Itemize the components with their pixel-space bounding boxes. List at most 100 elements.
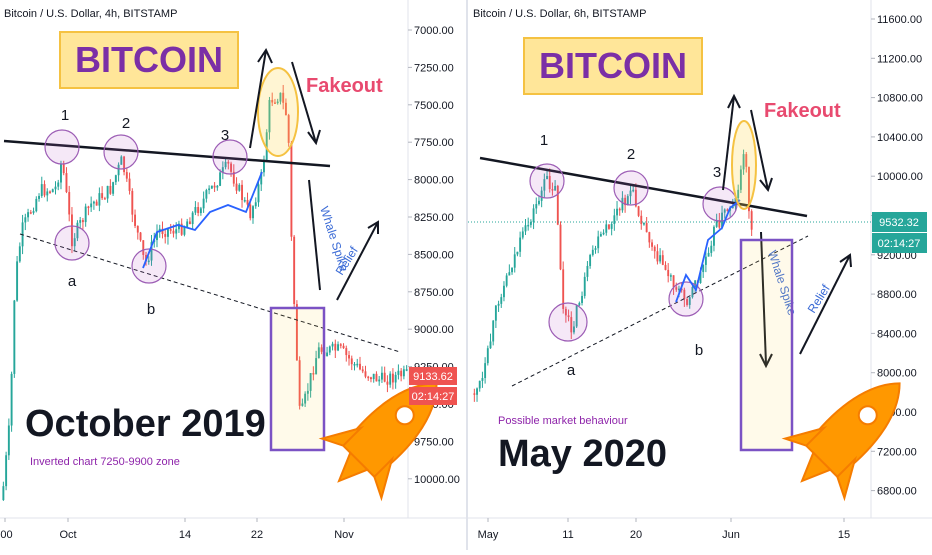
candle-body	[713, 226, 715, 246]
candle-body	[739, 169, 742, 190]
candle-body	[546, 175, 548, 180]
candle-body	[380, 372, 383, 380]
candle-body	[562, 269, 565, 309]
price-badge: 9133.62	[413, 371, 453, 383]
candle-body	[672, 275, 675, 288]
candle-body	[602, 232, 605, 235]
x-tick-label: Jun	[722, 529, 740, 541]
candle-body	[348, 355, 350, 359]
candle-body	[284, 102, 287, 116]
candle-body	[57, 182, 60, 187]
candle-body	[702, 264, 705, 273]
candle-body	[353, 364, 356, 366]
candle-body	[117, 164, 120, 176]
candle-body	[87, 206, 90, 209]
y-tick-label: 7750.00	[414, 137, 454, 149]
candle-body	[613, 215, 616, 224]
candle-body	[70, 214, 73, 247]
candles-left	[2, 84, 408, 501]
candle-body	[84, 206, 87, 223]
candle-body	[312, 373, 315, 375]
whale-zone-box	[269, 306, 326, 452]
candle-body	[81, 220, 84, 223]
y-tick-label: 7000.00	[414, 25, 454, 37]
candle-body	[60, 164, 62, 183]
candle-body	[503, 285, 505, 298]
title-badge: BITCOIN	[75, 39, 223, 80]
candle-body	[156, 232, 158, 241]
candle-body	[293, 236, 296, 305]
candle-body	[688, 297, 691, 305]
candle-body	[691, 287, 694, 298]
time-badge-bg	[872, 233, 927, 253]
touch-circle-1	[44, 129, 80, 165]
label-low-b: b	[147, 301, 155, 318]
low-circle-b	[131, 248, 167, 284]
candle-body	[554, 185, 557, 191]
sub-label: Possible market behaviour	[498, 415, 628, 427]
candle-body	[675, 287, 678, 290]
candle-body	[142, 240, 145, 255]
candle-body	[661, 255, 664, 265]
whale-arrow	[760, 231, 767, 365]
fakeout-arrow-down	[291, 61, 317, 144]
candle-body	[243, 199, 246, 202]
candle-body	[224, 161, 227, 168]
candle-body	[634, 189, 637, 207]
touch-circle-2	[613, 170, 649, 206]
candle-body	[567, 315, 570, 318]
candle-body	[49, 191, 51, 193]
candle-body	[608, 224, 610, 229]
candle-body	[54, 186, 57, 190]
candle-body	[134, 214, 137, 226]
candle-body	[529, 222, 532, 225]
candle-body	[202, 198, 205, 209]
candle-body	[16, 261, 19, 301]
candle-body	[386, 381, 389, 385]
candle-body	[524, 225, 527, 232]
candle-body	[125, 172, 128, 179]
candle-body	[287, 115, 290, 143]
rocket-icon	[318, 382, 438, 502]
label-touch-3: 3	[713, 164, 721, 181]
candle-body	[252, 206, 254, 219]
candle-body	[29, 212, 32, 214]
candle-body	[309, 373, 312, 391]
candle-body	[704, 256, 707, 265]
candle-body	[535, 204, 538, 209]
candle-body	[559, 224, 562, 270]
candle-body	[257, 184, 260, 203]
whale-arrow	[308, 179, 321, 291]
fakeout-ellipse	[731, 120, 757, 210]
fakeout-arrow-up	[249, 49, 267, 149]
fakeout-ellipse	[257, 67, 299, 157]
candle-body	[10, 373, 13, 426]
label-touch-2: 2	[122, 115, 130, 132]
candle-body	[95, 201, 98, 206]
price-badge-bg	[409, 367, 457, 385]
rocket-icon	[781, 382, 901, 502]
candle-body	[2, 486, 5, 500]
label-fakeout: Fakeout	[764, 100, 841, 122]
candle-body	[540, 190, 543, 201]
candle-body	[210, 185, 213, 189]
candle-body	[7, 425, 10, 456]
candle-body	[718, 220, 721, 228]
candle-body	[370, 377, 372, 380]
label-touch-3: 3	[221, 127, 229, 144]
candle-body	[46, 191, 49, 196]
label-touch-1: 1	[61, 107, 69, 124]
candle-body	[90, 203, 93, 208]
candle-body	[123, 156, 126, 173]
time-badge-bg	[409, 387, 457, 405]
candle-body	[136, 225, 139, 233]
candle-body	[383, 372, 386, 382]
candle-body	[68, 192, 71, 215]
candle-body	[519, 237, 522, 252]
fakeout-arrow-down	[750, 109, 769, 191]
candle-body	[271, 99, 274, 103]
y-tick-label: 11200.00	[877, 53, 922, 65]
candle-body	[265, 132, 268, 160]
candle-body	[731, 206, 734, 209]
candle-body	[478, 380, 481, 389]
